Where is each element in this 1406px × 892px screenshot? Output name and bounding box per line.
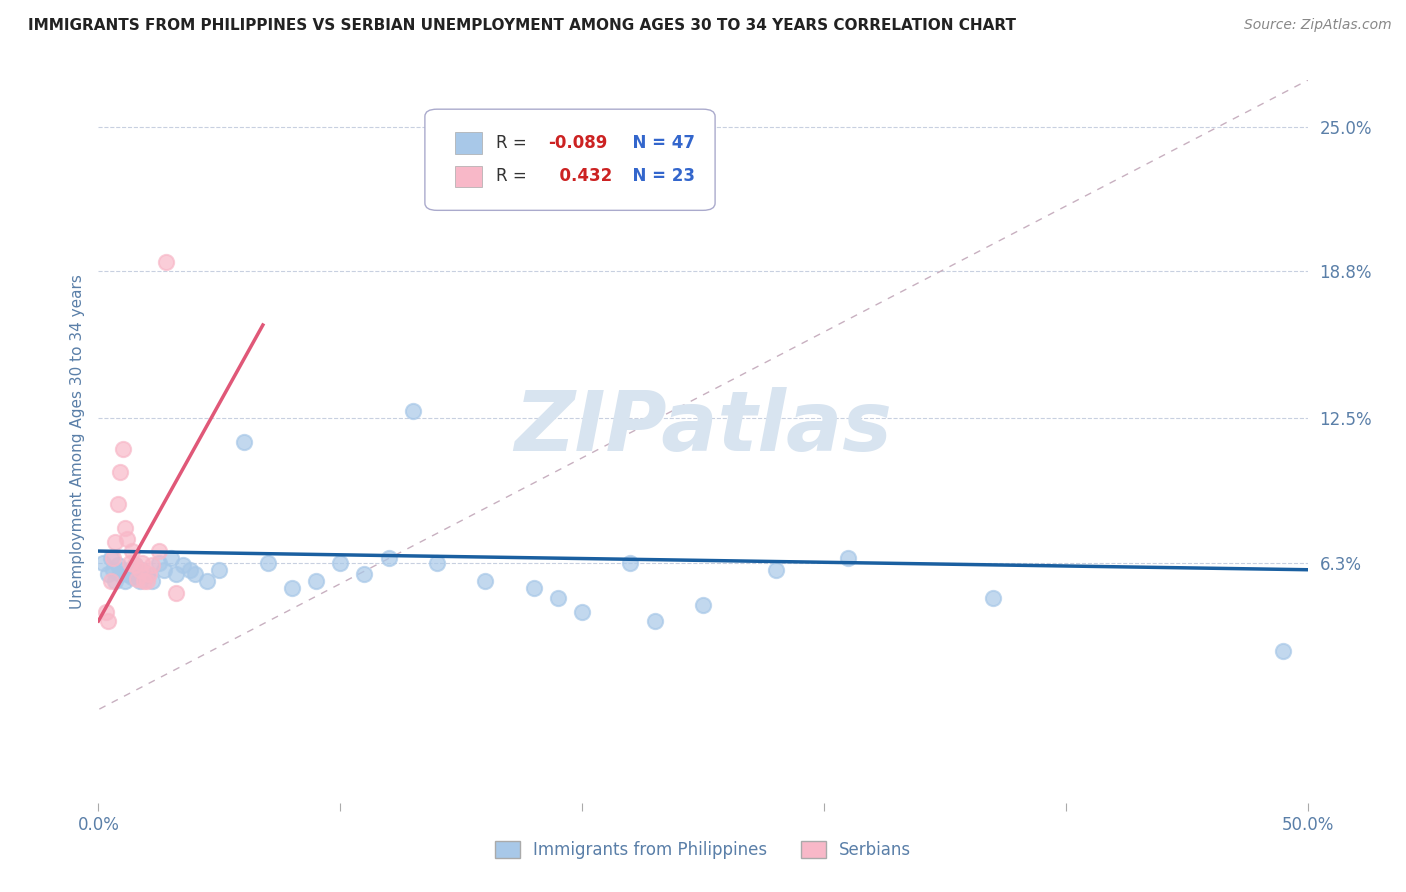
Text: R =: R = xyxy=(496,168,533,186)
Point xyxy=(232,434,254,449)
Point xyxy=(1272,644,1295,658)
Point xyxy=(135,574,157,589)
Text: N = 23: N = 23 xyxy=(621,168,695,186)
Point xyxy=(118,563,141,577)
Point xyxy=(100,551,122,566)
Point xyxy=(141,558,163,572)
Point xyxy=(165,586,187,600)
Point xyxy=(97,567,120,582)
Point xyxy=(281,582,304,596)
Point xyxy=(152,563,174,577)
Point xyxy=(117,533,139,547)
Point xyxy=(107,558,129,572)
Point xyxy=(402,404,425,418)
Point xyxy=(121,544,143,558)
Point xyxy=(104,574,127,589)
Y-axis label: Unemployment Among Ages 30 to 34 years: Unemployment Among Ages 30 to 34 years xyxy=(69,274,84,609)
Bar xyxy=(456,132,482,154)
Point xyxy=(208,563,231,577)
Text: 0.432: 0.432 xyxy=(548,168,613,186)
Point xyxy=(148,556,170,570)
Point xyxy=(547,591,569,605)
Point xyxy=(134,574,156,589)
Point xyxy=(101,551,124,566)
Point xyxy=(329,556,352,570)
Text: Source: ZipAtlas.com: Source: ZipAtlas.com xyxy=(1244,18,1392,32)
Point xyxy=(165,567,187,582)
Point xyxy=(644,614,666,628)
Point xyxy=(111,563,134,577)
Point xyxy=(128,563,150,577)
Point xyxy=(571,605,593,619)
Point xyxy=(426,556,449,570)
Point xyxy=(141,574,163,589)
Point xyxy=(131,556,153,570)
Point xyxy=(114,574,136,589)
Point xyxy=(474,574,496,589)
Point xyxy=(127,567,149,582)
Point xyxy=(523,582,546,596)
Point xyxy=(91,556,114,570)
Point xyxy=(117,567,139,582)
Point xyxy=(108,567,131,582)
Point xyxy=(179,563,201,577)
Point xyxy=(101,563,124,577)
FancyBboxPatch shape xyxy=(425,109,716,211)
Text: IMMIGRANTS FROM PHILIPPINES VS SERBIAN UNEMPLOYMENT AMONG AGES 30 TO 34 YEARS CO: IMMIGRANTS FROM PHILIPPINES VS SERBIAN U… xyxy=(28,18,1017,33)
Point xyxy=(256,556,278,570)
Point xyxy=(305,574,328,589)
Point xyxy=(138,567,160,582)
Point xyxy=(155,255,177,269)
Point xyxy=(353,567,375,582)
Point xyxy=(837,551,859,566)
Point xyxy=(118,556,141,570)
Point xyxy=(135,567,157,582)
Point xyxy=(131,563,153,577)
Point xyxy=(619,556,641,570)
Point xyxy=(104,534,127,549)
Point xyxy=(107,498,129,512)
Point xyxy=(195,574,218,589)
Point xyxy=(184,567,207,582)
Point xyxy=(94,605,117,619)
Point xyxy=(111,442,134,456)
Point xyxy=(108,465,131,479)
Point xyxy=(124,558,146,572)
Point xyxy=(128,574,150,589)
Text: -0.089: -0.089 xyxy=(548,134,607,153)
Point xyxy=(981,591,1004,605)
Point xyxy=(692,598,714,612)
Point xyxy=(124,558,146,572)
Point xyxy=(114,521,136,535)
Legend: Immigrants from Philippines, Serbians: Immigrants from Philippines, Serbians xyxy=(495,841,911,860)
Point xyxy=(148,544,170,558)
Text: ZIPatlas: ZIPatlas xyxy=(515,386,891,467)
Point xyxy=(121,570,143,584)
Point xyxy=(127,572,149,586)
Point xyxy=(172,558,194,572)
Point xyxy=(377,551,399,566)
Text: R =: R = xyxy=(496,134,533,153)
Point xyxy=(765,563,787,577)
Point xyxy=(97,614,120,628)
Bar xyxy=(456,166,482,187)
Text: N = 47: N = 47 xyxy=(621,134,695,153)
Point xyxy=(160,551,183,566)
Point xyxy=(100,574,122,589)
